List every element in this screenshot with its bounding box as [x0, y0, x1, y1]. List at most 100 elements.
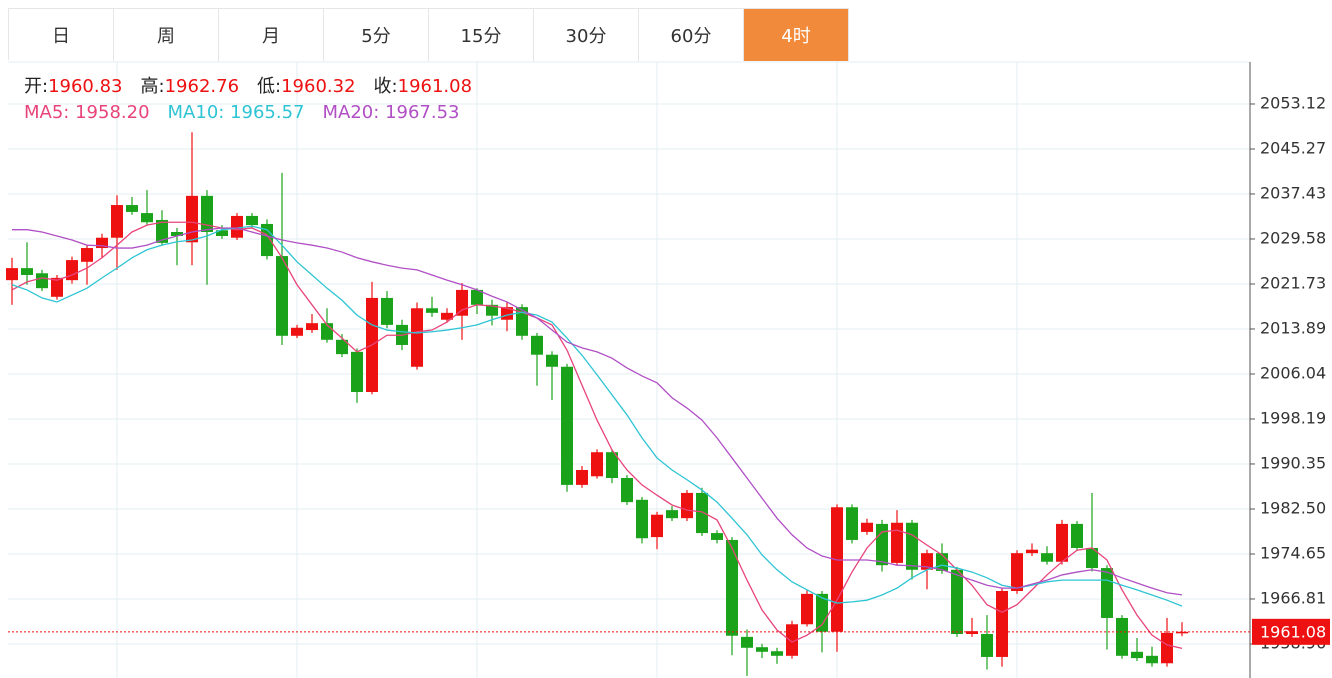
candle-body [771, 651, 783, 656]
price-tag-label: 1961.08 [1260, 622, 1326, 641]
info-label: 低: [257, 76, 282, 97]
candle-body [606, 452, 618, 479]
ma-label: MA20: [322, 102, 386, 123]
y-tick-label: 2029.58 [1260, 228, 1326, 247]
candle-body [36, 273, 48, 289]
info-value: 1961.08 [397, 76, 473, 97]
candle-body [1071, 523, 1083, 548]
candle-body [966, 631, 978, 635]
candle-body [126, 205, 138, 212]
y-tick-label: 1966.81 [1260, 588, 1326, 607]
y-tick-label: 2045.27 [1260, 139, 1326, 158]
candle-body [411, 308, 423, 367]
candle-body [51, 277, 63, 297]
candle-body [831, 507, 843, 632]
candle-body [276, 256, 288, 336]
info-value: 1962.76 [164, 76, 240, 97]
candle-body [1176, 631, 1188, 634]
candle-body [66, 260, 78, 281]
candle-body [456, 289, 468, 316]
candle-body [1101, 568, 1113, 618]
ma-line [11, 225, 1183, 607]
candle-body [381, 297, 393, 325]
y-tick-label: 2006.04 [1260, 363, 1326, 382]
period-tab[interactable]: 30分 [534, 9, 639, 61]
candle-body [156, 219, 168, 243]
candle-body [891, 522, 903, 563]
candle-body [141, 213, 153, 223]
candle-body [1146, 655, 1158, 664]
candle-body [441, 312, 453, 320]
candle-body [21, 268, 33, 275]
candle-body [1056, 523, 1068, 562]
candle-body [471, 289, 483, 305]
candle-body [756, 647, 768, 652]
ma-row: MA5: 1958.20 MA10: 1965.57 MA20: 1967.53 [24, 100, 472, 126]
candle-body [666, 510, 678, 519]
ma-value: 1958.20 [75, 102, 150, 123]
period-tabs: 日周月 5分 15分 30分 60分 4时 [8, 8, 849, 61]
candle-body [561, 366, 573, 485]
y-tick-label: 1990.35 [1260, 453, 1326, 472]
candle-body [426, 308, 438, 313]
candle-body [726, 539, 738, 636]
candle-body [1086, 547, 1098, 569]
candle-body [981, 634, 993, 657]
ma-line [12, 227, 1183, 596]
candle-body [861, 522, 873, 532]
period-tab[interactable]: 周 [114, 9, 219, 61]
info-label: 收: [373, 76, 398, 97]
candle-body [936, 553, 948, 571]
candle-body [96, 237, 108, 249]
candle-body [291, 327, 303, 336]
period-tab[interactable]: 5分 [324, 9, 429, 61]
candle-body [576, 469, 588, 485]
y-tick-label: 2013.89 [1260, 318, 1326, 337]
ohlc-info: 开: 1960.83 高: 1962.76 低: 1960.32 收: 1961.08 MA5… [24, 74, 472, 126]
ma-line [11, 221, 1183, 649]
ma-label: MA10: [167, 102, 231, 123]
candle-body [201, 195, 213, 232]
ma-value: 1965.57 [230, 102, 305, 123]
candle-body [231, 215, 243, 238]
ma-label: MA5: [24, 102, 76, 123]
candle-body [546, 354, 558, 367]
candle-body [336, 339, 348, 355]
period-tab[interactable]: 4时 [744, 9, 849, 61]
candle-body [186, 195, 198, 243]
candle-body [951, 569, 963, 635]
candle-body [636, 499, 648, 539]
candle-body [906, 522, 918, 570]
candle-body [921, 553, 933, 570]
period-tab[interactable]: 日 [9, 9, 114, 61]
candle-body [531, 335, 543, 355]
candle-body [351, 351, 363, 392]
candle-body [651, 514, 663, 538]
candle-body [801, 593, 813, 625]
candle-body [81, 248, 93, 262]
candle-body [696, 492, 708, 534]
y-tick-label: 2021.73 [1260, 274, 1326, 293]
period-tab[interactable]: 60分 [639, 9, 744, 61]
price-tag [1252, 618, 1330, 645]
ohlc-row: 开: 1960.83 高: 1962.76 低: 1960.32 收: 1961.08 [24, 74, 472, 100]
y-tick-label: 2037.43 [1260, 183, 1326, 202]
candle-body [1026, 549, 1038, 554]
candle-body [681, 492, 693, 519]
candle-body [1116, 617, 1128, 656]
candle-body [306, 323, 318, 331]
candle-body [621, 478, 633, 503]
candle-body [816, 593, 828, 632]
candle-body [741, 636, 753, 648]
candle-body [486, 304, 498, 316]
ma-value: 1967.53 [385, 102, 460, 123]
info-value: 1960.32 [281, 76, 356, 97]
period-tab[interactable]: 月 [219, 9, 324, 61]
period-tab[interactable]: 15分 [429, 9, 534, 61]
candle-body [1011, 553, 1023, 591]
y-tick-label: 1998.19 [1260, 409, 1326, 428]
candle-body [1041, 553, 1053, 562]
candle-body [6, 268, 18, 281]
